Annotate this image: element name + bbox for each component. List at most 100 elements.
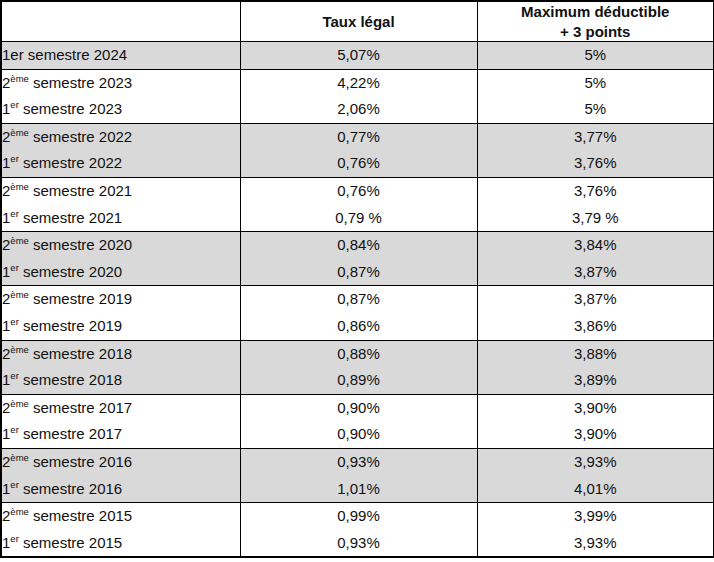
period-label: 1er semestre 2022 [2, 150, 240, 177]
ordinal-superscript: ème [10, 181, 28, 192]
ordinal-superscript: ème [10, 506, 28, 517]
interest-rates-table: Taux légal Maximum déductible + 3 points… [0, 0, 714, 558]
max-deductible-cell: 5% [477, 42, 714, 70]
taux-legal-value: 0,76% [241, 150, 477, 177]
period-label: 2ème semestre 2018 [2, 341, 240, 368]
period-cell: 2ème semestre 20181er semestre 2018 [1, 340, 240, 394]
ordinal-superscript: er [10, 479, 18, 490]
ordinal-superscript: er [10, 316, 18, 327]
period-cell: 1er semestre 2024 [1, 42, 240, 70]
period-label: 1er semestre 2023 [2, 96, 240, 123]
taux-legal-value: 0,89% [241, 367, 477, 394]
ordinal-superscript: ème [10, 73, 28, 84]
period-label: 2ème semestre 2016 [2, 449, 240, 476]
max-deductible-value: 3,93% [478, 530, 714, 557]
period-label: 1er semestre 2015 [2, 530, 240, 557]
max-deductible-cell: 3,99%3,93% [477, 503, 714, 558]
taux-legal-value: 2,06% [241, 96, 477, 123]
ordinal-superscript: er [10, 262, 18, 273]
ordinal-superscript: ème [10, 289, 28, 300]
max-deductible-value: 3,77% [478, 124, 714, 151]
taux-legal-cell: 0,77%0,76% [240, 123, 477, 177]
taux-legal-value: 0,93% [241, 530, 477, 557]
rates-table-body: 1er semestre 20245,07%5%2ème semestre 20… [1, 42, 714, 558]
max-deductible-cell: 3,77%3,76% [477, 123, 714, 177]
max-deductible-value: 3,99% [478, 503, 714, 530]
period-label: 1er semestre 2019 [2, 313, 240, 340]
ordinal-superscript: ème [10, 398, 28, 409]
taux-legal-value: 0,90% [241, 421, 477, 448]
header-taux-legal-label: Taux légal [241, 12, 477, 32]
period-label: 1er semestre 2018 [2, 367, 240, 394]
ordinal-superscript: er [10, 424, 18, 435]
table-row-group: 2ème semestre 20191er semestre 20190,87%… [1, 286, 714, 340]
max-deductible-cell: 3,84%3,87% [477, 232, 714, 286]
taux-legal-value: 5,07% [241, 42, 477, 69]
max-deductible-value: 3,76% [478, 178, 714, 205]
max-deductible-value: 3,93% [478, 449, 714, 476]
period-cell: 2ème semestre 20221er semestre 2022 [1, 123, 240, 177]
header-taux-legal-cell: Taux légal [240, 1, 477, 42]
max-deductible-value: 3,90% [478, 395, 714, 422]
taux-legal-value: 0,84% [241, 232, 477, 259]
taux-legal-value: 0,77% [241, 124, 477, 151]
max-deductible-value: 3,88% [478, 341, 714, 368]
taux-legal-value: 0,79 % [241, 205, 477, 232]
period-cell: 2ème semestre 20231er semestre 2023 [1, 69, 240, 123]
table-row-group: 2ème semestre 20171er semestre 20170,90%… [1, 394, 714, 448]
header-max-deductible-cell: Maximum déductible + 3 points [477, 1, 714, 42]
period-label: 1er semestre 2020 [2, 259, 240, 286]
max-deductible-cell: 3,88%3,89% [477, 340, 714, 394]
max-deductible-value: 5% [478, 42, 714, 69]
period-label: 2ème semestre 2022 [2, 124, 240, 151]
max-deductible-value: 3,87% [478, 259, 714, 286]
period-label: 1er semestre 2024 [2, 42, 240, 69]
ordinal-superscript: ème [10, 452, 28, 463]
period-cell: 2ème semestre 20201er semestre 2020 [1, 232, 240, 286]
taux-legal-cell: 0,90%0,90% [240, 394, 477, 448]
taux-legal-cell: 0,93%1,01% [240, 448, 477, 502]
max-deductible-value: 3,87% [478, 286, 714, 313]
max-deductible-value: 3,76% [478, 150, 714, 177]
period-cell: 2ème semestre 20211er semestre 2021 [1, 177, 240, 231]
ordinal-superscript: er [10, 533, 18, 544]
period-label: 2ème semestre 2017 [2, 395, 240, 422]
ordinal-superscript: ème [10, 127, 28, 138]
max-deductible-value: 3,86% [478, 313, 714, 340]
taux-legal-cell: 0,88%0,89% [240, 340, 477, 394]
period-label: 2ème semestre 2019 [2, 286, 240, 313]
max-deductible-value: 3,84% [478, 232, 714, 259]
taux-legal-value: 0,87% [241, 286, 477, 313]
max-deductible-value: 5% [478, 96, 714, 123]
max-deductible-value: 3,90% [478, 421, 714, 448]
table-row-group: 2ème semestre 20201er semestre 20200,84%… [1, 232, 714, 286]
max-deductible-value: 5% [478, 70, 714, 97]
max-deductible-value: 3,79 % [478, 205, 714, 232]
header-max-deductible-line2: + 3 points [478, 22, 714, 42]
max-deductible-cell: 3,87%3,86% [477, 286, 714, 340]
table-row-group: 2ème semestre 20221er semestre 20220,77%… [1, 123, 714, 177]
ordinal-superscript: er [10, 99, 18, 110]
period-label: 1er semestre 2016 [2, 476, 240, 503]
max-deductible-cell: 3,76%3,79 % [477, 177, 714, 231]
max-deductible-cell: 5%5% [477, 69, 714, 123]
taux-legal-value: 1,01% [241, 476, 477, 503]
max-deductible-cell: 3,90%3,90% [477, 394, 714, 448]
table-row-group: 2ème semestre 20181er semestre 20180,88%… [1, 340, 714, 394]
table-row-group: 1er semestre 20245,07%5% [1, 42, 714, 70]
ordinal-superscript: er [10, 208, 18, 219]
taux-legal-value: 0,87% [241, 259, 477, 286]
period-label: 2ème semestre 2020 [2, 232, 240, 259]
table-row-group: 2ème semestre 20231er semestre 20234,22%… [1, 69, 714, 123]
taux-legal-value: 0,76% [241, 178, 477, 205]
taux-legal-cell: 4,22%2,06% [240, 69, 477, 123]
ordinal-superscript: ème [10, 235, 28, 246]
period-cell: 2ème semestre 20191er semestre 2019 [1, 286, 240, 340]
period-label: 2ème semestre 2021 [2, 178, 240, 205]
document-page: Taux légal Maximum déductible + 3 points… [0, 0, 714, 562]
taux-legal-value: 0,93% [241, 449, 477, 476]
taux-legal-value: 0,86% [241, 313, 477, 340]
header-max-deductible-line1: Maximum déductible [478, 2, 714, 22]
period-label: 1er semestre 2021 [2, 205, 240, 232]
period-cell: 2ème semestre 20171er semestre 2017 [1, 394, 240, 448]
